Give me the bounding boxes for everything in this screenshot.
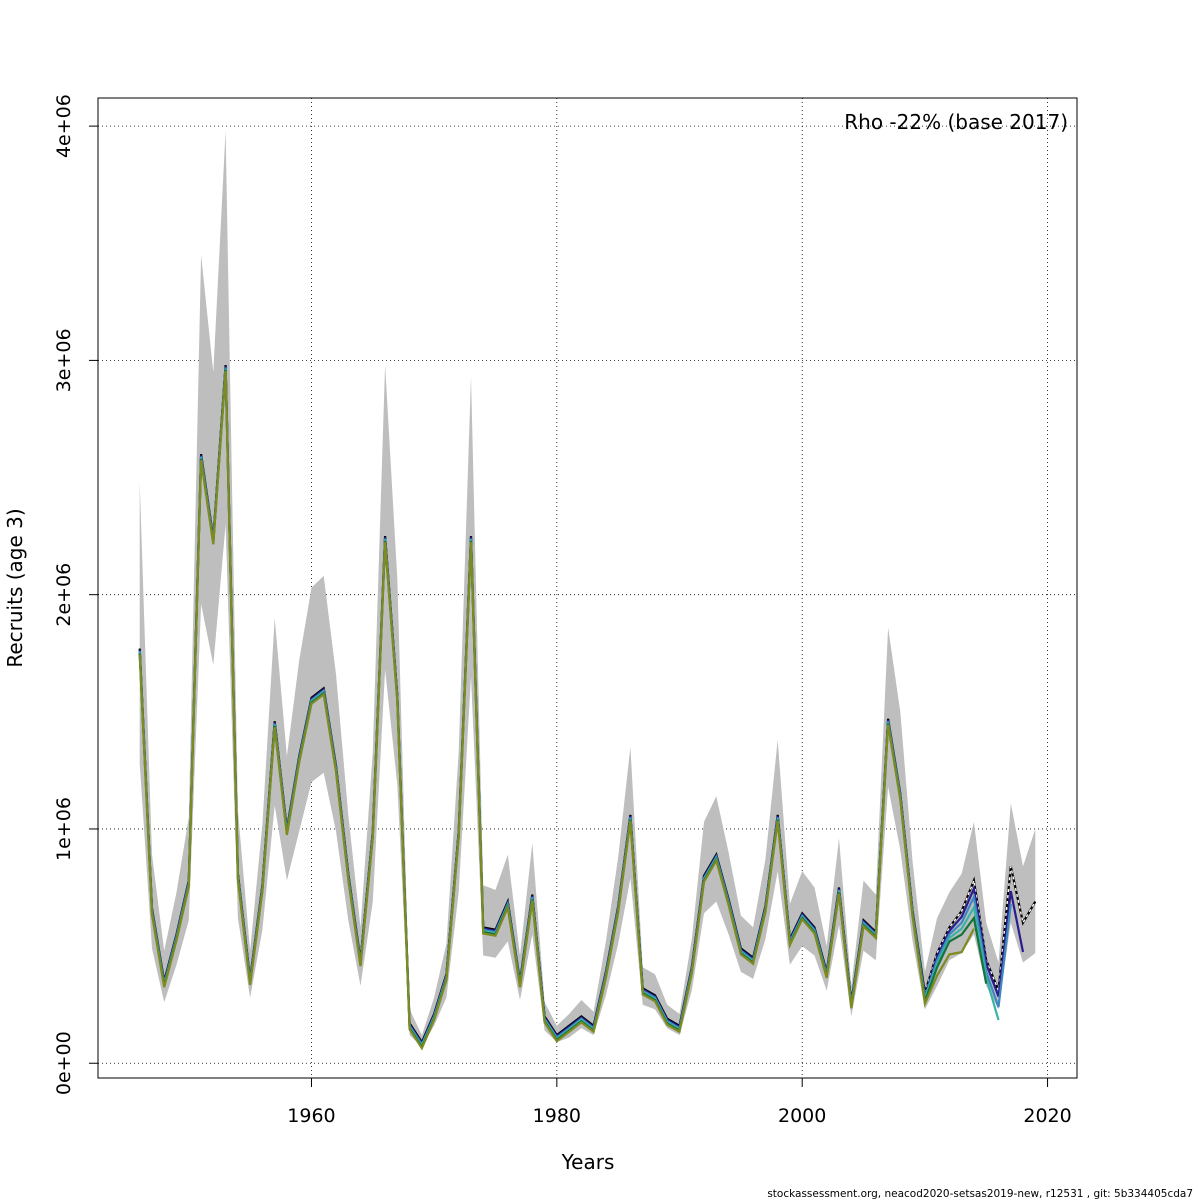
peel-line-2014: [138, 371, 975, 1051]
y-tick-label: 0e+00: [53, 1031, 75, 1095]
confidence-band-layer: [139, 130, 1036, 1047]
y-tick-label: 3e+06: [53, 328, 75, 392]
footer-credit: stockassessment.org, neacod2020-setsas20…: [767, 1188, 1193, 1200]
y-axis-title: Recruits (age 3): [3, 508, 27, 667]
y-tick-label: 4e+06: [53, 94, 75, 158]
x-tick-label: 2020: [1023, 1105, 1071, 1127]
x-axis-title: Years: [561, 1150, 615, 1174]
axes: 1960 1980 2000 2020 0e+00 1e+06 2e+06 3e+06 4e+0…: [53, 94, 1072, 1127]
y-tick-label: 2e+06: [53, 563, 75, 627]
series-lines-layer: [138, 365, 1037, 1051]
x-tick-label: 1960: [287, 1105, 335, 1127]
plot-frame: [97, 97, 1078, 1079]
x-tick-label: 2000: [778, 1105, 826, 1127]
x-tick-label: 1980: [533, 1105, 581, 1127]
confidence-band: [139, 130, 1036, 1047]
rho-annotation: Rho -22% (base 2017): [844, 110, 1068, 134]
y-tick-label: 1e+06: [53, 797, 75, 861]
